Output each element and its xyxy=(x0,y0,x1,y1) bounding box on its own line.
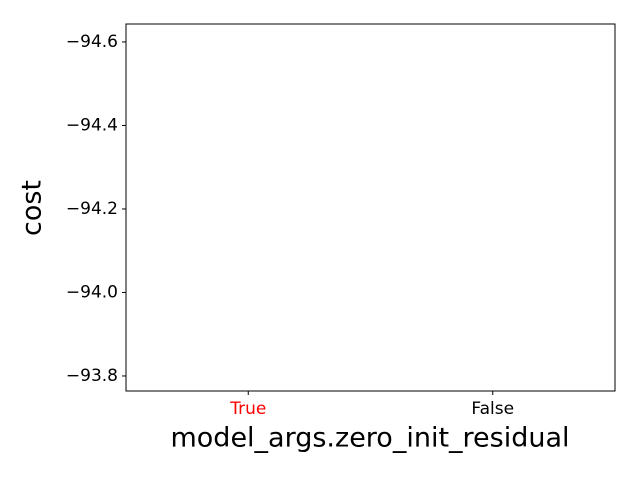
x-axis-label: model_args.zero_init_residual xyxy=(170,423,569,454)
y-tick-label: −93.8 xyxy=(66,366,118,386)
y-tick-label: −94.4 xyxy=(66,115,118,135)
y-tick-label: −94.0 xyxy=(66,282,118,302)
axes-frame xyxy=(125,23,616,392)
y-tick-label: −94.6 xyxy=(66,32,118,52)
x-tick-label: False xyxy=(471,399,514,419)
y-tick-label: −94.2 xyxy=(66,199,118,219)
y-axis-label: cost xyxy=(17,180,48,236)
x-tick-label: True xyxy=(229,399,266,419)
